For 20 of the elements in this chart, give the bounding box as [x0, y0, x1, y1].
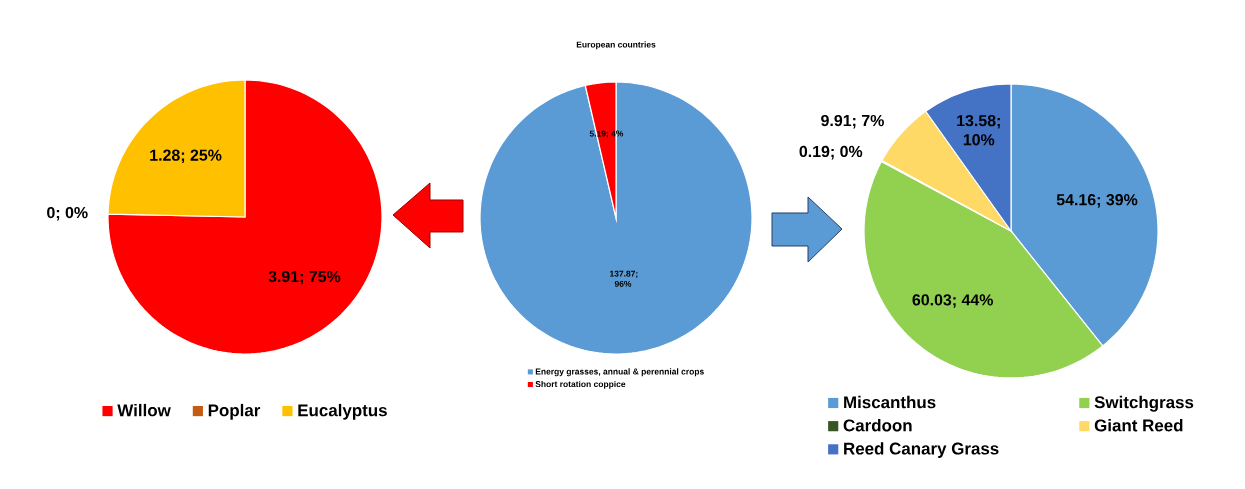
legend-label: Giant Reed: [1094, 418, 1183, 432]
data-label: 3.91; 75%: [268, 270, 341, 285]
legend-label: Reed Canary Grass: [844, 442, 999, 458]
data-label: 13.58; 10%: [957, 114, 1000, 146]
data-label: 9.91; 7%: [821, 114, 884, 129]
chart-title: European countries: [576, 41, 656, 50]
data-label: 60.03; 44%: [912, 294, 993, 308]
legend-label: Willow: [117, 403, 171, 417]
data-label: 0.19; 0%: [799, 145, 863, 160]
legend-label: Switchgrass: [1094, 395, 1194, 412]
data-label: 137.87; 96%: [610, 270, 638, 287]
legend-label: Miscanthus: [844, 395, 936, 409]
data-label: 1.28; 25%: [150, 149, 222, 164]
legend-label: Short rotation coppice: [535, 380, 626, 389]
text: 0; 0%: [47, 206, 88, 221]
legend-label: Eucalyptus: [298, 403, 387, 420]
legend-label: Poplar: [208, 403, 261, 420]
data-label: 54.16; 39%: [1056, 194, 1138, 208]
legend-label: Cardoon: [843, 418, 912, 432]
legend-label: Energy grasses, annual & perennial crops: [535, 368, 704, 377]
